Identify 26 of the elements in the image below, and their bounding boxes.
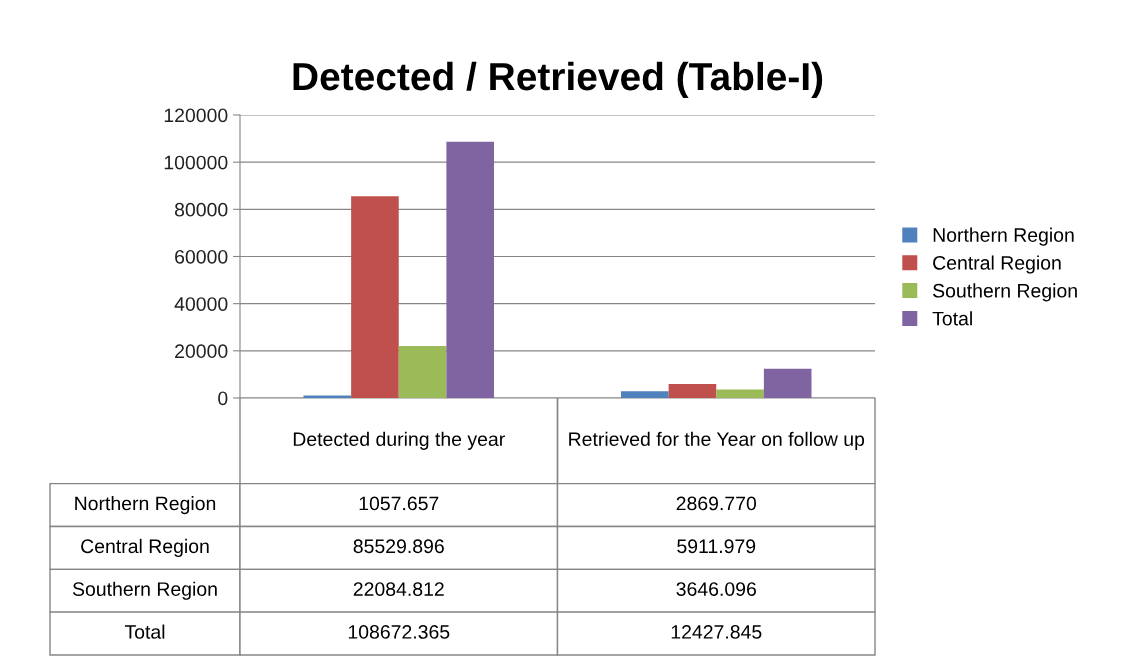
data-label: 108672.365	[348, 625, 450, 639]
legend-label: Total	[932, 311, 972, 326]
y-tick-label: 60000	[175, 249, 228, 264]
y-tick-label: 100000	[164, 155, 228, 170]
data-label: 2869.770	[676, 496, 757, 511]
text: Southern Region	[72, 581, 217, 600]
text: Central Region	[81, 538, 209, 557]
data-label: 12427.845	[671, 625, 762, 639]
y-tick-label: 40000	[174, 297, 228, 311]
data-label: 85529.896	[353, 539, 444, 554]
data-label: 22084.812	[353, 582, 444, 596]
data-label: 1057.657	[359, 496, 439, 511]
chart-title: Detected / Retrieved (Table-I)	[293, 61, 823, 99]
y-tick-label: 120000	[164, 108, 228, 123]
x-tick-label: Retrieved for the Year on follow up	[569, 431, 865, 450]
text: Northern Region	[75, 496, 216, 515]
legend-label: Northern Region	[933, 227, 1074, 246]
y-tick-label: 0	[218, 391, 228, 406]
legend-label: Central Region	[933, 255, 1061, 274]
data-label: 5911.979	[677, 539, 756, 554]
data-label: 3646.096	[676, 582, 756, 596]
legend-label: Southern Region	[933, 283, 1077, 302]
text: Total	[124, 624, 165, 639]
y-tick-label: 20000	[175, 344, 228, 359]
x-tick-label: Detected during the year	[293, 431, 505, 450]
y-tick-label: 80000	[174, 202, 228, 217]
